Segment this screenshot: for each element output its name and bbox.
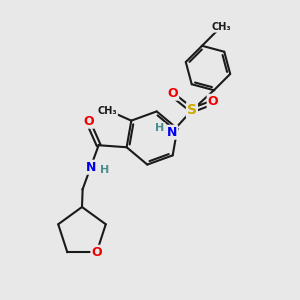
Text: N: N — [85, 161, 96, 174]
Text: CH₃: CH₃ — [211, 22, 231, 32]
Text: O: O — [208, 95, 218, 108]
Text: CH₃: CH₃ — [98, 106, 117, 116]
Text: H: H — [155, 123, 165, 133]
Text: N: N — [167, 126, 177, 139]
Text: S: S — [187, 103, 197, 117]
Text: O: O — [83, 115, 94, 128]
Text: O: O — [168, 87, 178, 100]
Text: O: O — [92, 246, 102, 259]
Text: H: H — [100, 165, 109, 175]
